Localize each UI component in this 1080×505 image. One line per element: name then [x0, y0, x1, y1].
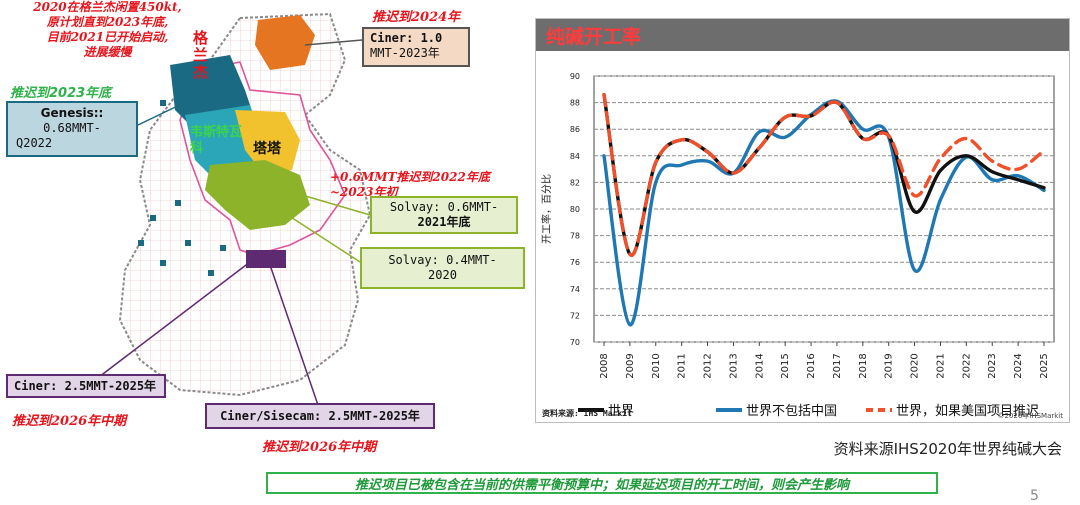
note-delay-2026-a: 推迟到2026年中期 — [12, 414, 127, 429]
y-tick-label: 74 — [570, 285, 580, 294]
callout-line: 2021年底 — [417, 215, 471, 229]
y-tick-label: 84 — [570, 152, 580, 161]
note-line: 进展缓慢 — [83, 45, 132, 59]
note-delay-2026-b: 推迟到2026年中期 — [262, 440, 377, 455]
x-tick-label: 2017 — [832, 353, 843, 378]
callout-line: Solvay: 0.4MMT- — [388, 253, 497, 267]
callout-line: MMT-2023年 — [370, 46, 440, 60]
x-tick-label: 2010 — [651, 353, 662, 378]
y-tick-label: 88 — [570, 99, 580, 108]
label-granger: 格兰杰 — [193, 29, 209, 81]
series-line-1 — [602, 99, 1046, 327]
callout-line: Ciner: 1.0 — [370, 31, 443, 45]
note-delay-2023: 推迟到2023年底 — [10, 86, 112, 101]
series-line-0 — [602, 92, 1046, 257]
legend-label: 世界，如果美国项目推迟 — [896, 403, 1039, 419]
y-tick-label: 78 — [570, 232, 580, 241]
page-number: 5 — [1030, 488, 1039, 504]
x-tick-label: 2024 — [1013, 353, 1024, 378]
y-tick-label: 70 — [570, 338, 580, 347]
callout-line: Solvay: 0.6MMT- — [389, 200, 499, 214]
map-panel: 2020在格兰杰闲置450kt, 原计划直到2023年底, 目前2021已开始启… — [0, 0, 530, 505]
callout-line: Q2022 — [16, 136, 53, 150]
sisecam-area — [246, 250, 286, 268]
x-tick-label: 2015 — [780, 353, 791, 378]
y-tick-label: 86 — [570, 125, 580, 134]
y-tick-label: 90 — [570, 72, 580, 81]
x-tick-label: 2012 — [703, 353, 714, 378]
note-line: 原计划直到2023年底, — [46, 15, 169, 29]
x-tick-label: 2008 — [599, 353, 610, 378]
y-tick-label: 72 — [570, 311, 580, 320]
y-tick-label: 80 — [570, 205, 580, 214]
x-tick-label: 2023 — [987, 353, 998, 378]
basin-map — [94, 12, 372, 406]
x-tick-label: 2013 — [728, 353, 739, 378]
x-tick-label: 2011 — [677, 353, 688, 378]
note-delay-2024: 推迟到2024年 — [372, 10, 461, 25]
callout-line: Genesis:: — [40, 106, 104, 120]
x-tick-label: 2021 — [935, 353, 946, 378]
footer-banner: 推迟项目已被包含在当前的供需平衡预算中；如果延迟项目的开工时间，则会产生影响 — [266, 472, 938, 494]
series-line-2 — [602, 92, 1046, 257]
chart-copyright: ©2020年IHSMarkit — [997, 412, 1063, 420]
note-solvay-delay: +0.6MMT推迟到2022年底~2023年初 — [330, 170, 490, 199]
x-tick-label: 2020 — [910, 353, 921, 378]
footer-banner-text: 推迟项目已被包含在当前的供需平衡预算中；如果延迟项目的开工时间，则会产生影响 — [354, 478, 849, 493]
callout-ciner-sisecam: Ciner/Sisecam: 2.5MMT-2025年 — [205, 403, 435, 429]
chart-title-bar — [536, 19, 1069, 51]
callout-ciner-bottom: Ciner: 2.5MMT-2025年 — [6, 374, 166, 398]
label-westvaco: 韦斯特瓦科 — [190, 125, 243, 156]
chart-panel: 纯碱开工率 70 72 74 76 78 80 82 84 86 88 90 2008 2009 2010… — [535, 18, 1070, 423]
y-axis-label: 开工率，百分比 — [540, 174, 553, 244]
y-tick-label: 82 — [570, 178, 580, 187]
x-tick-label: 2022 — [961, 353, 972, 378]
x-tick-label: 2025 — [1039, 353, 1050, 378]
callout-ciner-top: Ciner: 1.0 MMT-2023年 — [362, 27, 470, 67]
chart-title: 纯碱开工率 — [546, 26, 642, 48]
callout-line: 0.68MMT- — [43, 121, 101, 135]
legend-label: 世界 — [608, 404, 634, 419]
callout-solvay-06: Solvay: 0.6MMT- 2021年底 — [370, 196, 518, 234]
tata-area — [235, 110, 300, 172]
lease-outline — [179, 61, 346, 256]
callout-line: 2020 — [428, 268, 457, 282]
x-tick-label: 2016 — [806, 353, 817, 378]
note-line: 目前2021已开始启动, — [46, 30, 169, 44]
footer-source: 资料来源IHS2020年世界纯碱大会 — [833, 440, 1062, 458]
callout-genesis: Genesis:: 0.68MMT- Q2022 — [6, 101, 138, 157]
chart-source-small: 资料来源: IHS Markit — [542, 409, 632, 418]
y-tick-label: 76 — [570, 258, 580, 267]
x-tick-label: 2019 — [884, 353, 895, 378]
ciner-top-area — [255, 15, 315, 70]
utilization-line-chart: 70 72 74 76 78 80 82 84 86 88 90 2008 2009 2010 2011 20… — [540, 72, 1055, 419]
note-granger-idle: 2020在格兰杰闲置450kt, 原计划直到2023年底, 目前2021已开始启… — [20, 0, 195, 60]
note-line: 2020在格兰杰闲置450kt, — [33, 0, 182, 14]
label-tata: 塔塔 — [253, 141, 281, 157]
legend-label: 世界不包括中国 — [746, 404, 837, 419]
x-tick-label: 2009 — [625, 353, 636, 378]
x-tick-label: 2014 — [754, 353, 765, 378]
x-tick-label: 2018 — [858, 353, 869, 378]
callout-solvay-04: Solvay: 0.4MMT- 2020 — [360, 247, 525, 289]
